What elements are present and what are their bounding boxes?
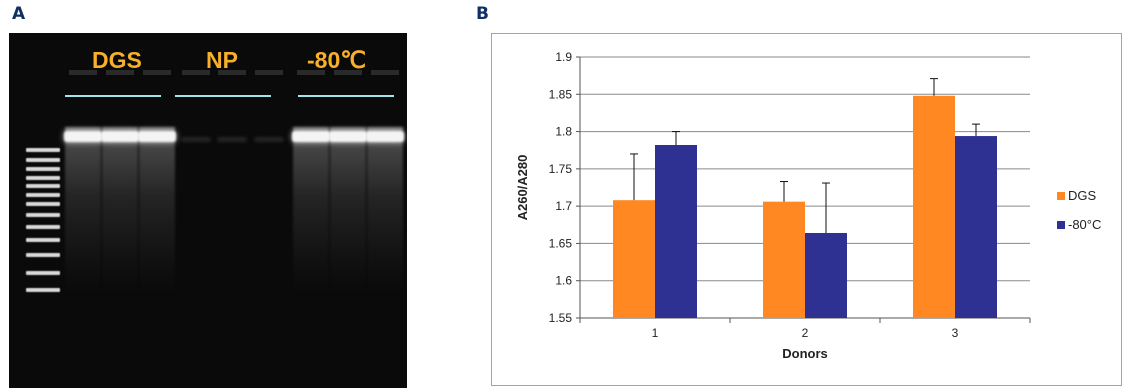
gel-well (182, 70, 210, 75)
ladder-band (26, 238, 60, 242)
x-axis-title: Donors (782, 346, 828, 361)
bar (955, 136, 997, 318)
gel-image: DGS NP -80℃ (9, 33, 407, 388)
ladder-band (26, 213, 60, 217)
gel-label-minus80: -80℃ (307, 47, 367, 73)
bar (763, 201, 805, 318)
gel-lane-smear (367, 127, 403, 297)
gel-well (218, 70, 246, 75)
gel-well (297, 70, 325, 75)
panel-a-letter: A (12, 4, 26, 24)
gel-lane-smear (330, 127, 366, 297)
gel-lane-band (329, 131, 367, 142)
y-tick-label: 1.55 (549, 311, 573, 325)
bar-chart: 1.55 1.6 1.65 1.7 1.75 1.8 1.85 1.9 1 2 3 Donors A26… (515, 50, 1101, 361)
ladder-band (26, 148, 60, 152)
gel-label-np: NP (206, 47, 238, 73)
x-tick-label: 1 (652, 326, 659, 340)
legend-swatch (1057, 221, 1065, 229)
x-tick-label: 2 (802, 326, 809, 340)
y-axis-title: A260/A280 (515, 155, 530, 221)
ladder-band (26, 158, 60, 162)
y-tick-label: 1.75 (549, 162, 573, 176)
gel-lane-band (366, 131, 404, 142)
y-tick-label: 1.7 (555, 199, 572, 213)
ladder-band (26, 288, 60, 292)
gel-well (69, 70, 97, 75)
ladder-band (26, 193, 60, 197)
gel-faint-band (181, 137, 211, 142)
gel-label-dgs: DGS (92, 47, 142, 73)
gel-well (143, 70, 171, 75)
ladder-band (26, 271, 60, 275)
ladder-band (26, 167, 60, 171)
gel-well (371, 70, 399, 75)
y-tick-label: 1.65 (549, 236, 573, 250)
panel-b-letter: B (476, 4, 489, 24)
gel-lane-band (101, 131, 139, 142)
y-tick-label: 1.9 (555, 50, 572, 64)
chart-panel: 1.55 1.6 1.65 1.7 1.75 1.8 1.85 1.9 1 2 3 Donors A26… (491, 33, 1122, 386)
bar (805, 232, 847, 318)
y-tick-label: 1.6 (555, 274, 572, 288)
ladder-band (26, 176, 60, 180)
bar (655, 144, 697, 318)
group-line-np (175, 95, 271, 97)
ladder-band (26, 225, 60, 229)
gel-well (106, 70, 134, 75)
y-tick-label: 1.85 (549, 87, 573, 101)
gel-lane-band (292, 131, 330, 142)
ladder-band (26, 253, 60, 257)
legend-swatch (1057, 192, 1065, 200)
gel-lane-band (138, 131, 176, 142)
bar (913, 95, 955, 318)
x-tick-label: 3 (952, 326, 959, 340)
bar (613, 200, 655, 318)
gel-lane-band (64, 131, 102, 142)
gel-faint-band (217, 137, 247, 142)
gel-well (255, 70, 283, 75)
gel-lane-smear (65, 127, 101, 297)
legend-label: DGS (1068, 188, 1097, 203)
gel-well (334, 70, 362, 75)
gel-lane-smear (102, 127, 138, 297)
group-line-dgs (65, 95, 161, 97)
ladder-band (26, 184, 60, 188)
ladder-band (26, 202, 60, 206)
legend-label: -80°C (1068, 217, 1101, 232)
gel-lane-smear (139, 127, 175, 297)
gel-faint-band (254, 137, 284, 142)
group-line-minus80 (298, 95, 394, 97)
y-tick-label: 1.8 (555, 125, 572, 139)
gel-lane-smear (293, 127, 329, 297)
